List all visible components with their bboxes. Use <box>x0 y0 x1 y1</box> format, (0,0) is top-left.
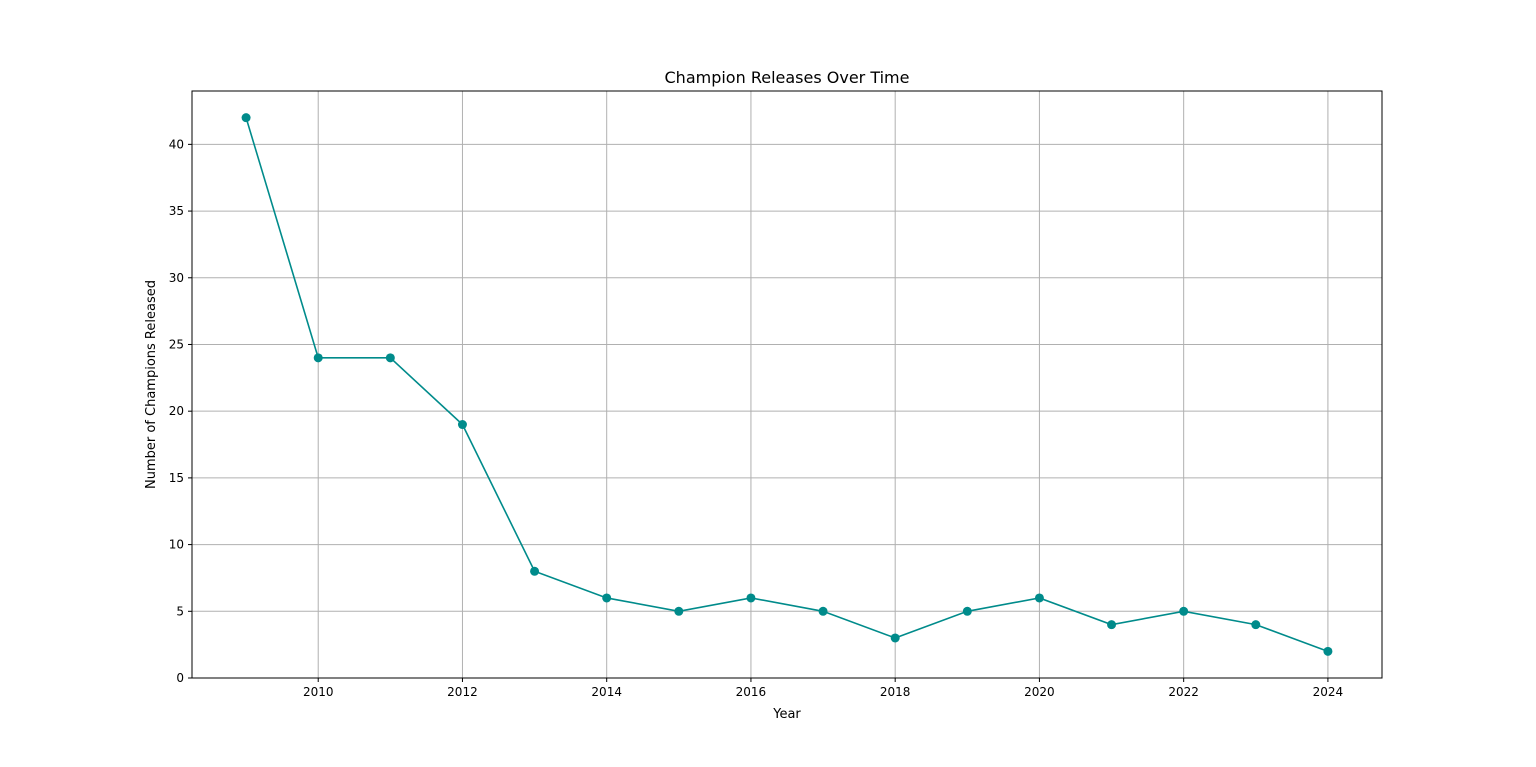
chart-title: Champion Releases Over Time <box>665 68 910 87</box>
grid <box>192 91 1382 679</box>
data-point <box>1251 620 1261 630</box>
x-tick-label: 2024 <box>1313 685 1344 699</box>
data-point <box>457 420 467 430</box>
data-point <box>1034 593 1044 603</box>
series-line <box>245 117 1329 653</box>
data-point <box>1323 646 1333 656</box>
y-tick-label: 0 <box>176 671 184 685</box>
y-tick-label: 20 <box>169 404 184 418</box>
data-point <box>1107 620 1117 630</box>
data-point <box>241 113 251 123</box>
data-point <box>674 606 684 616</box>
data-point <box>1179 606 1189 616</box>
series-layer <box>241 113 1333 656</box>
data-point <box>890 633 900 643</box>
y-tick-label: 40 <box>169 137 184 151</box>
data-point <box>602 593 612 603</box>
y-tick-label: 5 <box>176 604 184 618</box>
axis-ticks: 2010 2012 2014 2016 2018 2020 2022 2024 0 5 10 15 20… <box>169 137 1343 699</box>
x-axis-label: Year <box>772 707 801 722</box>
data-point <box>313 353 323 363</box>
y-tick-label: 15 <box>169 471 184 485</box>
y-tick-label: 10 <box>169 538 184 552</box>
x-tick-label: 2010 <box>303 685 334 699</box>
y-tick-label: 35 <box>169 204 184 218</box>
y-axis-label: Number of Champions Released <box>144 280 159 489</box>
data-point <box>530 566 540 576</box>
x-tick-label: 2022 <box>1168 685 1199 699</box>
y-tick-label: 25 <box>169 337 184 351</box>
data-point <box>385 353 395 363</box>
x-tick-label: 2016 <box>736 685 767 699</box>
x-tick-label: 2018 <box>880 685 911 699</box>
x-tick-label: 2020 <box>1024 685 1055 699</box>
x-tick-label: 2014 <box>591 685 622 699</box>
plot-frame <box>191 90 1383 679</box>
data-point <box>746 593 756 603</box>
y-tick-label: 30 <box>169 271 184 285</box>
data-point <box>962 606 972 616</box>
data-point <box>818 606 828 616</box>
x-tick-label: 2012 <box>447 685 478 699</box>
